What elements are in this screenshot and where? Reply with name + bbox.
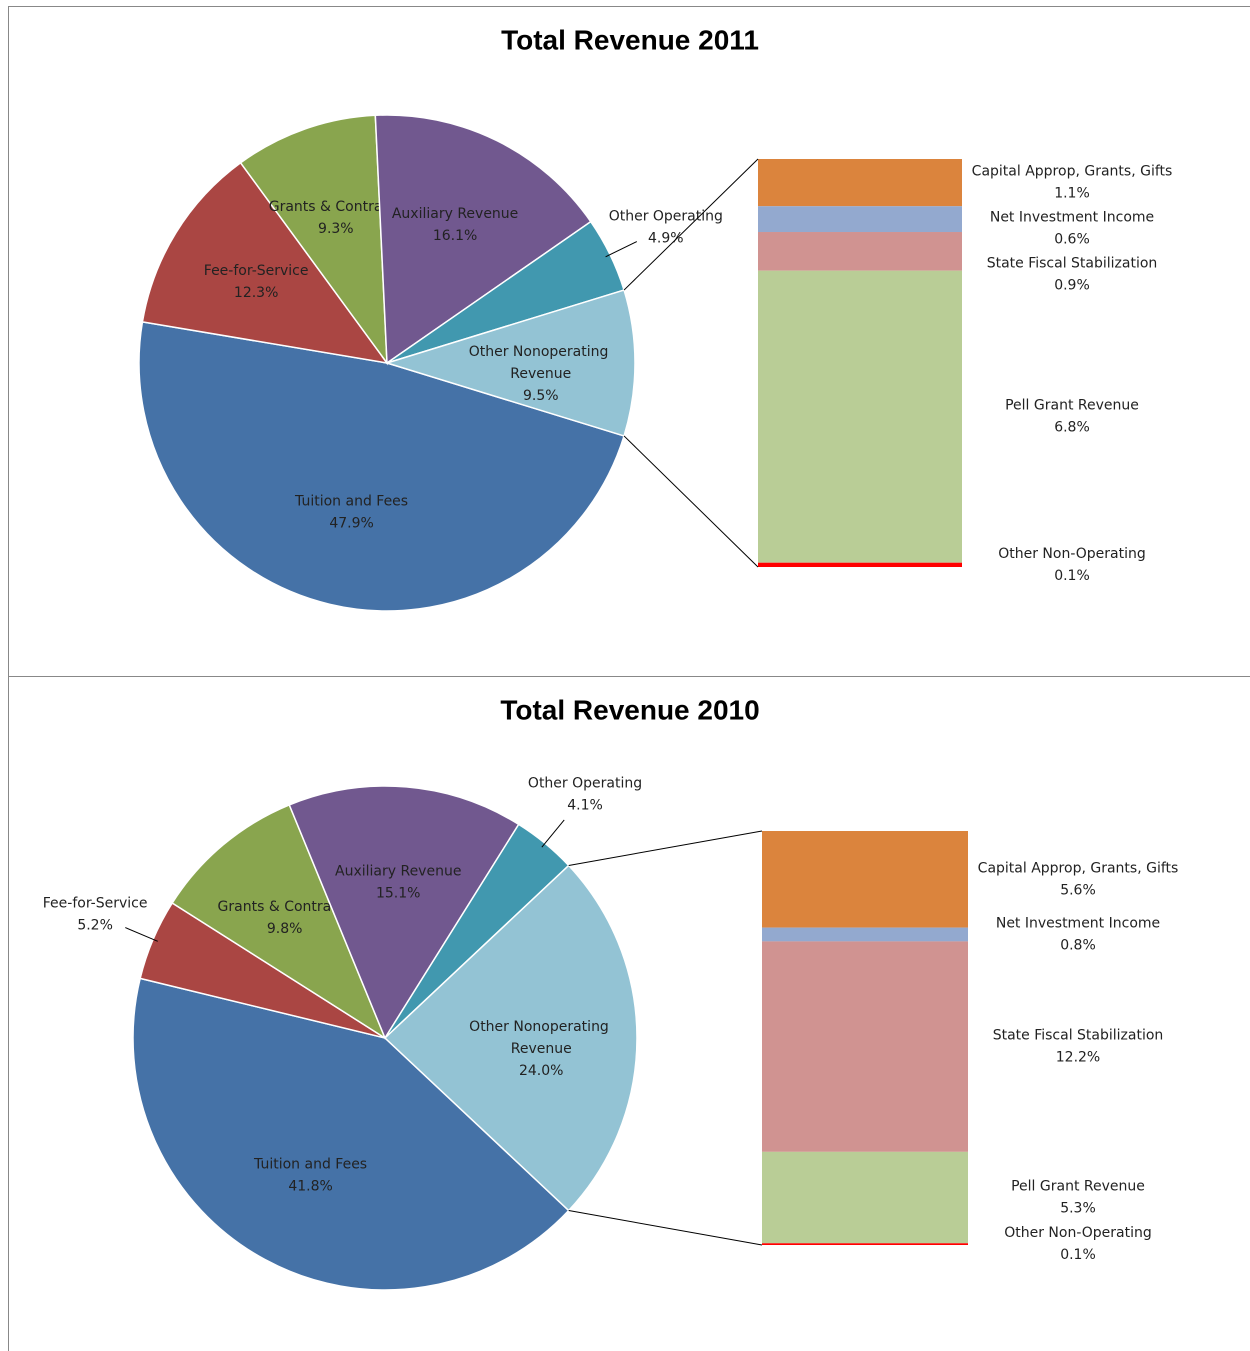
slice-label: Other Nonoperating Revenue	[469, 1019, 613, 1057]
bar-label: Capital Approp, Grants, Gifts	[972, 164, 1173, 180]
bar-segment	[762, 1151, 968, 1244]
bar-segment	[758, 270, 962, 563]
pie-slice	[138, 321, 625, 612]
slice-value-label: 9.5%	[523, 388, 559, 404]
bar-value-label: 5.6%	[1060, 882, 1096, 898]
chart-title: Total Revenue 2011	[501, 24, 759, 55]
bar-label: Other Non-Operating	[998, 546, 1146, 562]
slice-value-label: 4.9%	[648, 230, 684, 246]
pie-slice	[239, 114, 388, 366]
slice-label: Grants & Contracts	[218, 899, 352, 915]
slice-value-label: 5.2%	[77, 918, 113, 934]
bar-value-label: 0.9%	[1054, 278, 1090, 294]
bar-value-label: 6.8%	[1054, 420, 1090, 436]
slice-value-label: 24.0%	[519, 1063, 563, 1079]
slice-label: Auxiliary Revenue	[335, 863, 461, 879]
slice-label: Fee-for-Service	[204, 263, 309, 279]
bar-segment	[762, 1243, 968, 1245]
pie-slice	[171, 803, 387, 1040]
bar-label: Pell Grant Revenue	[1011, 1179, 1145, 1195]
pie-slice	[141, 161, 389, 365]
pie-slice	[374, 114, 592, 365]
bar-label: Net Investment Income	[990, 210, 1154, 226]
slice-label: Fee-for-Service	[43, 896, 148, 912]
slice-label: Tuition and Fees	[294, 494, 408, 510]
bar-label: State Fiscal Stabilization	[993, 1028, 1164, 1044]
connector-line	[568, 830, 763, 866]
slice-value-label: 9.3%	[318, 221, 354, 237]
bar-segment	[762, 831, 968, 928]
bar-value-label: 5.3%	[1060, 1201, 1096, 1217]
slice-label: Grants & Contracts	[269, 199, 403, 215]
slice-label: Other Nonoperating Revenue	[469, 344, 613, 382]
slice-value-label: 47.9%	[329, 516, 373, 532]
connector-line	[623, 435, 759, 568]
bar-value-label: 0.6%	[1054, 232, 1090, 248]
slice-value-label: 12.3%	[234, 285, 278, 301]
bar-value-label: 0.1%	[1060, 1247, 1096, 1263]
chart-title: Total Revenue 2010	[500, 694, 759, 725]
slice-value-label: 9.8%	[267, 921, 303, 937]
slice-value-label: 41.8%	[288, 1178, 332, 1194]
connector-line	[623, 158, 759, 291]
leader-line	[605, 241, 638, 258]
bar-label: State Fiscal Stabilization	[987, 256, 1158, 272]
leader-line	[541, 819, 565, 848]
leader-line	[125, 927, 158, 942]
bar-label: Other Non-Operating	[1004, 1225, 1152, 1241]
slice-label: Auxiliary Revenue	[392, 206, 518, 222]
bar-segment	[758, 159, 962, 207]
slice-label: Tuition and Fees	[253, 1156, 367, 1172]
slice-value-label: 4.1%	[567, 798, 603, 814]
bar-segment	[758, 562, 962, 567]
slice-label: Other Operating	[609, 208, 723, 224]
pie-slice	[384, 289, 636, 437]
bar-value-label: 0.8%	[1060, 938, 1096, 954]
panel-border	[8, 676, 1250, 1351]
bar-segment	[762, 941, 968, 1152]
bar-value-label: 12.2%	[1056, 1050, 1100, 1066]
bar-segment	[762, 927, 968, 942]
bar-value-label: 1.1%	[1054, 186, 1090, 202]
bar-label: Pell Grant Revenue	[1005, 398, 1139, 414]
connector-line	[568, 1210, 763, 1246]
pie-slice	[132, 977, 570, 1291]
bar-segment	[758, 206, 962, 233]
bar-segment	[758, 232, 962, 271]
bar-label: Capital Approp, Grants, Gifts	[978, 860, 1179, 876]
pie-slice	[383, 864, 638, 1212]
slice-label: Other Operating	[528, 776, 642, 792]
bar-value-label: 0.1%	[1054, 568, 1090, 584]
slice-value-label: 16.1%	[433, 228, 477, 244]
bar-label: Net Investment Income	[996, 916, 1160, 932]
pie-slice	[288, 785, 520, 1040]
slice-value-label: 15.1%	[376, 885, 420, 901]
